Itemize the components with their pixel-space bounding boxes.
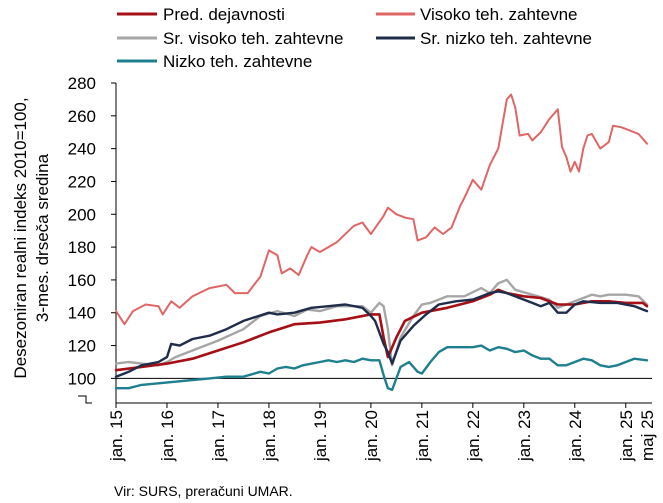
y-axis-label-line: 3-mes. drsečа sredina <box>33 153 52 322</box>
legend-item: Sr. visoko teh. zahtevne <box>117 29 344 48</box>
legend-item: Nizko teh. zahtevne <box>117 52 312 71</box>
y-tick-label: 260 <box>68 107 96 126</box>
x-tick-label: jan. 16 <box>158 410 177 462</box>
y-tick-label: 280 <box>68 74 96 93</box>
y-tick-label: 140 <box>68 304 96 323</box>
legend-item: Pred. dejavnosti <box>117 5 285 24</box>
x-tick-label: jan. 20 <box>362 410 381 462</box>
y-tick-label: 180 <box>68 238 96 257</box>
y-axis: 100 120 140 160 180 200 220 240 260 280 <box>68 74 652 403</box>
legend-label: Pred. dejavnosti <box>163 5 285 24</box>
x-tick-label: jan. 19 <box>311 410 330 462</box>
x-tick-label: maj 25 <box>638 410 657 461</box>
x-tick-label: jan. 25 <box>617 410 636 462</box>
y-tick-label: 240 <box>68 140 96 159</box>
y-tick-label: 100 <box>68 369 96 388</box>
legend-label: Sr. nizko teh. zahtevne <box>420 29 592 48</box>
series-line <box>115 93 648 326</box>
y-tick-label: 120 <box>68 337 96 356</box>
legend-item: Visoko teh. zahtevne <box>376 5 578 24</box>
legend-label: Visoko teh. zahtevne <box>420 5 578 24</box>
y-tick-label: 220 <box>68 172 96 191</box>
x-tick-label: jan. 15 <box>107 410 126 462</box>
legend: Pred. dejavnosti Visoko teh. zahtevne Sr… <box>117 5 592 71</box>
x-tick-label: jan. 21 <box>413 410 432 462</box>
source-note: Vir: SURS, preračuni UMAR. <box>114 483 293 499</box>
x-tick-label: jan. 17 <box>209 410 228 462</box>
x-tick-label: jan. 22 <box>464 410 483 462</box>
series-line <box>114 278 649 367</box>
y-tick-label: 160 <box>68 271 96 290</box>
y-axis-label: Desezoniran realni indeks 2010=100, 3-me… <box>11 97 52 378</box>
x-tick-label: jan. 23 <box>515 410 534 462</box>
series-line <box>114 290 649 378</box>
legend-label: Sr. visoko teh. zahtevne <box>163 29 344 48</box>
x-axis: jan. 15 jan. 16 jan. 17 jan. 18 jan. 19 jan. … <box>107 402 657 462</box>
axis-break-icon <box>78 395 92 404</box>
series-line <box>114 344 649 392</box>
legend-label: Nizko teh. zahtevne <box>163 52 312 71</box>
series-line <box>114 288 649 372</box>
legend-item: Sr. nizko teh. zahtevne <box>376 29 592 48</box>
y-tick-label: 200 <box>68 205 96 224</box>
x-tick-label: jan. 24 <box>566 410 585 462</box>
plot-area <box>114 93 649 392</box>
x-tick-label: jan. 18 <box>260 410 279 462</box>
y-axis-label-line: Desezoniran realni indeks 2010=100, <box>11 97 30 378</box>
